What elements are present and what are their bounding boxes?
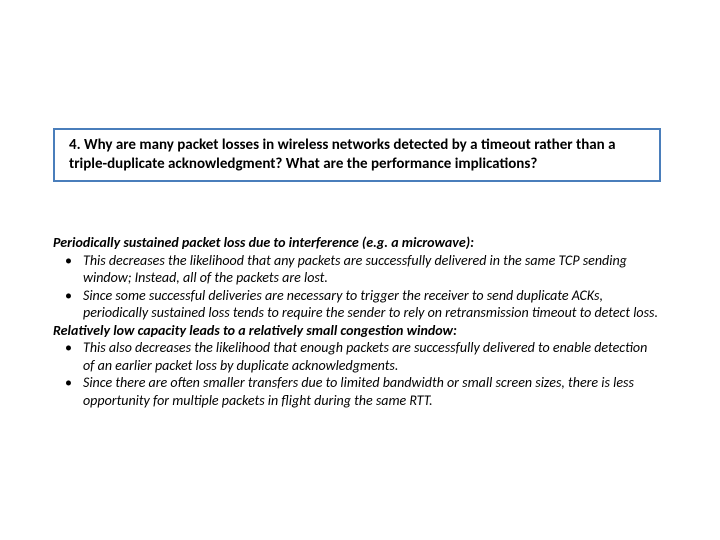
bullet-text: This also decreases the likelihood that … <box>83 339 647 374</box>
bullet-icon: • <box>65 287 72 305</box>
bullet-icon: • <box>65 374 72 392</box>
answer-bullets-2: • This also decreases the likelihood that… <box>53 339 661 409</box>
bullet-text: Since there are often smaller transfers … <box>83 374 634 409</box>
bullet-text: Since some successful deliveries are nec… <box>83 287 658 322</box>
bullet-icon: • <box>65 252 72 270</box>
list-item: • Since some successful deliveries are ne… <box>53 287 661 322</box>
list-item: • Since there are often smaller transfers… <box>53 374 661 409</box>
question-text: 4. Why are many packet losses in wireles… <box>69 136 616 173</box>
slide: 4. Why are many packet losses in wireles… <box>0 0 720 540</box>
answer-block: Periodically sustained packet loss due t… <box>53 234 661 409</box>
bullet-icon: • <box>65 339 72 357</box>
answer-heading-1: Periodically sustained packet loss due t… <box>53 234 661 252</box>
answer-heading-2: Relatively low capacity leads to a relat… <box>53 322 661 340</box>
list-item: • This decreases the likelihood that any … <box>53 252 661 287</box>
list-item: • This also decreases the likelihood that… <box>53 339 661 374</box>
question-box: 4. Why are many packet losses in wireles… <box>53 128 661 182</box>
bullet-text: This decreases the likelihood that any p… <box>83 252 627 287</box>
answer-bullets-1: • This decreases the likelihood that any … <box>53 252 661 322</box>
